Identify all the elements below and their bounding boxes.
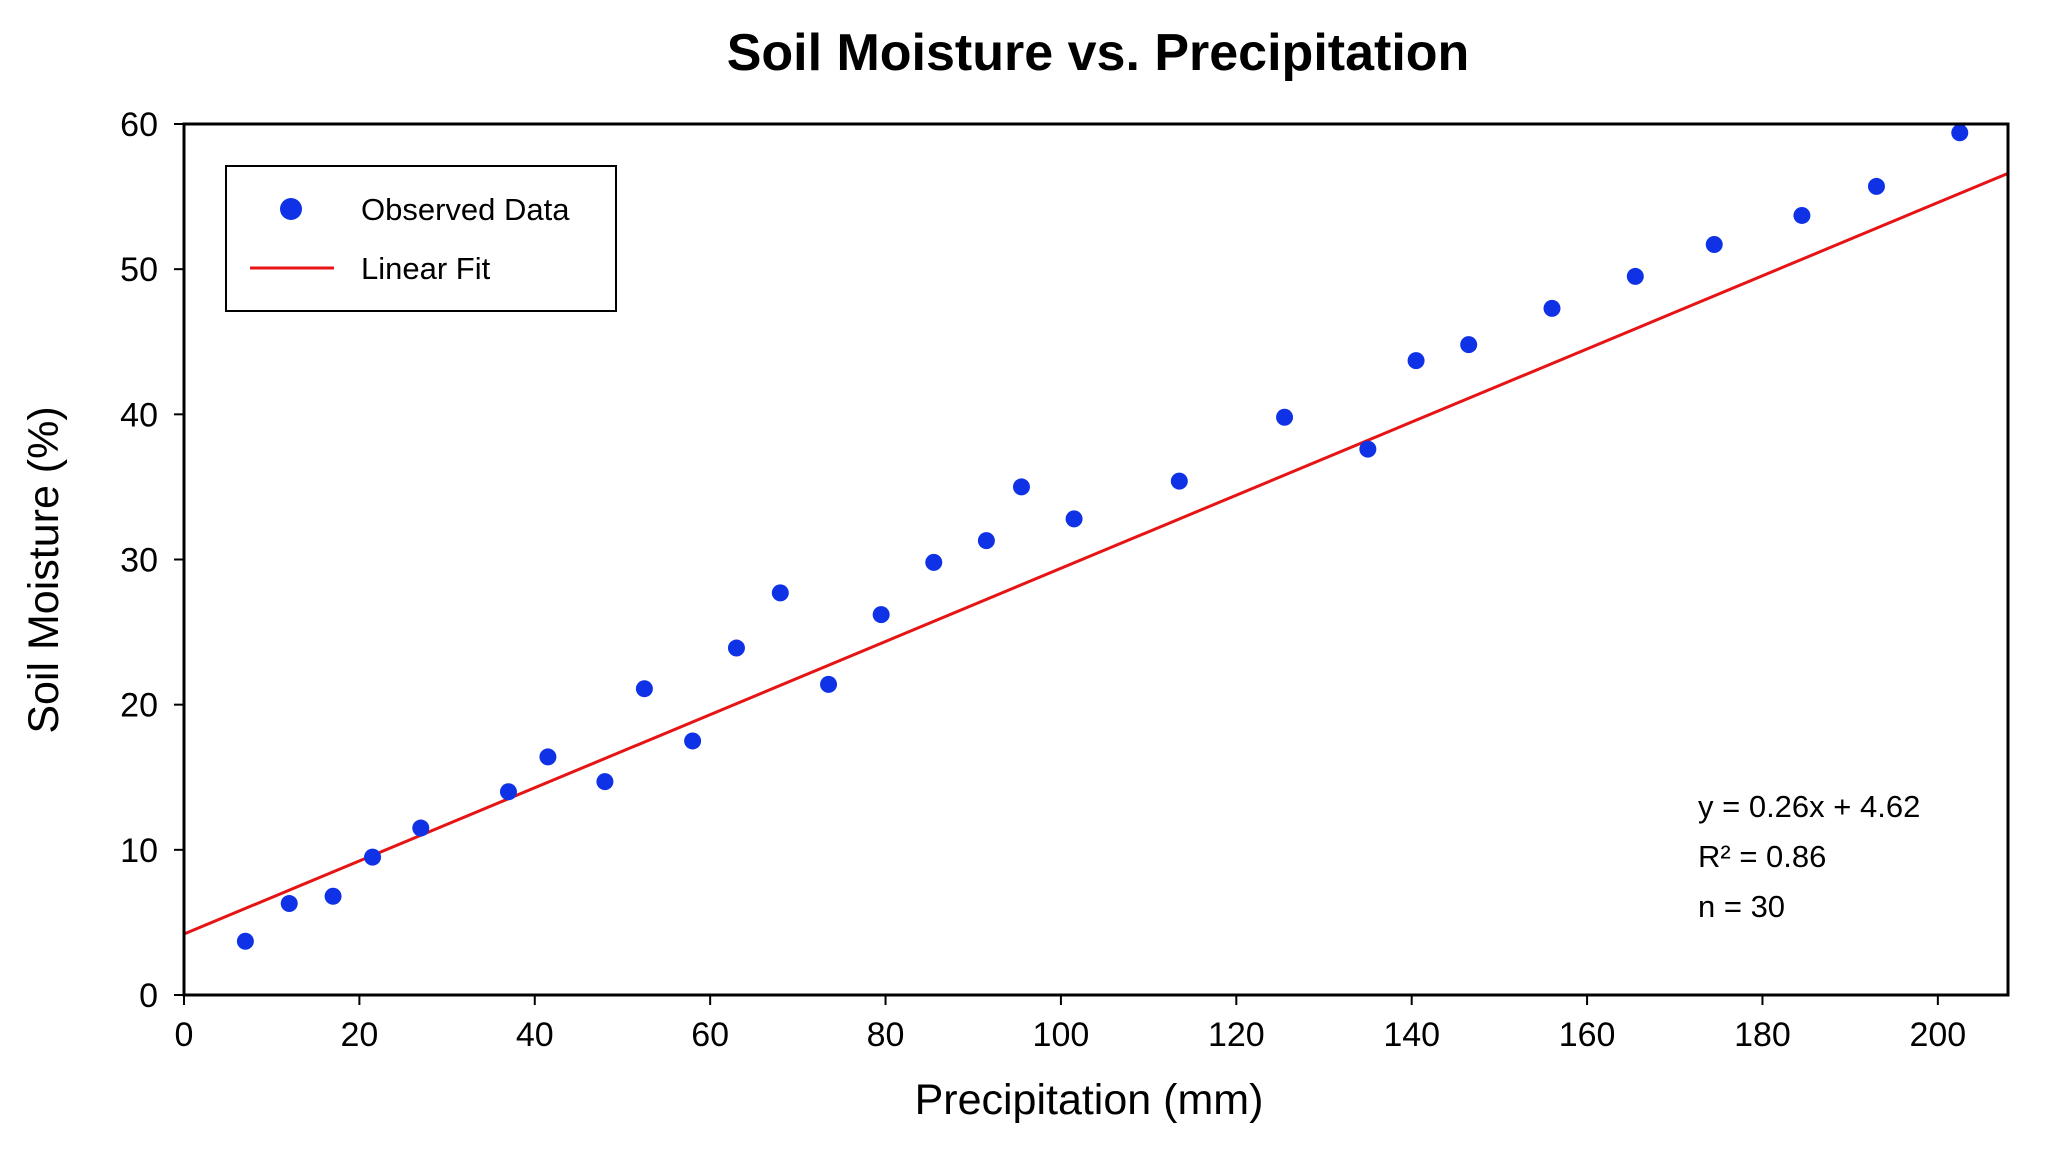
data-point xyxy=(596,773,614,791)
y-tick-label: 20 xyxy=(120,687,158,725)
data-point xyxy=(1460,336,1478,354)
data-point xyxy=(1065,510,1083,528)
data-point xyxy=(1705,235,1723,253)
data-point xyxy=(1867,177,1885,195)
y-tick-label: 60 xyxy=(120,106,158,144)
legend-label-linear-fit: Linear Fit xyxy=(361,251,491,286)
data-point xyxy=(635,680,653,698)
linear-fit-line xyxy=(183,171,2009,936)
legend-label-observed-data: Observed Data xyxy=(361,192,570,227)
data-point xyxy=(1626,267,1644,285)
data-point xyxy=(1951,124,1969,142)
legend: Observed Data Linear Fit xyxy=(225,165,617,312)
y-tick-label: 50 xyxy=(120,251,158,289)
x-tick-label: 200 xyxy=(1909,1016,1966,1054)
data-point xyxy=(1407,352,1425,370)
data-point xyxy=(1543,299,1561,317)
x-tick-label: 40 xyxy=(516,1016,554,1054)
x-tick-label: 100 xyxy=(1033,1016,1090,1054)
data-point xyxy=(1276,408,1294,426)
x-tick-label: 0 xyxy=(175,1016,194,1054)
fit-equation: y = 0.26x + 4.62 xyxy=(1698,789,1920,824)
data-point xyxy=(364,848,382,866)
data-point xyxy=(1359,440,1377,458)
legend-box xyxy=(225,165,617,312)
fit-statistics: y = 0.26x + 4.62 R² = 0.86 n = 30 xyxy=(1698,789,1920,924)
x-tick-label: 180 xyxy=(1734,1016,1791,1054)
data-point xyxy=(1170,472,1188,490)
x-tick-label: 20 xyxy=(340,1016,378,1054)
x-tick-label: 60 xyxy=(691,1016,729,1054)
data-point xyxy=(977,532,995,550)
data-point xyxy=(820,675,838,693)
data-point xyxy=(236,932,254,950)
data-point xyxy=(925,553,943,571)
sample-size: n = 30 xyxy=(1698,889,1785,924)
data-point xyxy=(539,748,557,766)
data-point xyxy=(872,606,890,624)
data-point xyxy=(684,732,702,750)
data-point xyxy=(1793,206,1811,224)
x-axis-label: Precipitation (mm) xyxy=(915,1076,1264,1124)
legend-marker-observed-data xyxy=(280,198,302,220)
x-tick-label: 160 xyxy=(1559,1016,1616,1054)
data-point xyxy=(412,819,430,837)
data-point xyxy=(280,895,298,913)
x-axis: 0 20 40 60 80 100 120 140 160 180 200 xyxy=(175,995,1966,1054)
y-tick-label: 10 xyxy=(120,832,158,870)
data-point xyxy=(727,639,745,657)
x-tick-label: 140 xyxy=(1383,1016,1440,1054)
chart-title: Soil Moisture vs. Precipitation xyxy=(727,24,1470,82)
data-point xyxy=(499,783,517,801)
plot-content xyxy=(183,124,2009,950)
data-point xyxy=(1012,478,1030,496)
y-tick-label: 0 xyxy=(139,977,158,1015)
r-squared-value: R² = 0.86 xyxy=(1698,839,1826,874)
data-point xyxy=(324,887,342,905)
x-tick-label: 80 xyxy=(867,1016,905,1054)
x-tick-label: 120 xyxy=(1208,1016,1265,1054)
y-tick-label: 40 xyxy=(120,396,158,434)
y-axis-label: Soil Moisture (%) xyxy=(20,406,68,733)
data-point xyxy=(771,584,789,602)
y-axis: 0 10 20 30 40 50 60 xyxy=(120,106,184,1015)
y-tick-label: 30 xyxy=(120,542,158,580)
